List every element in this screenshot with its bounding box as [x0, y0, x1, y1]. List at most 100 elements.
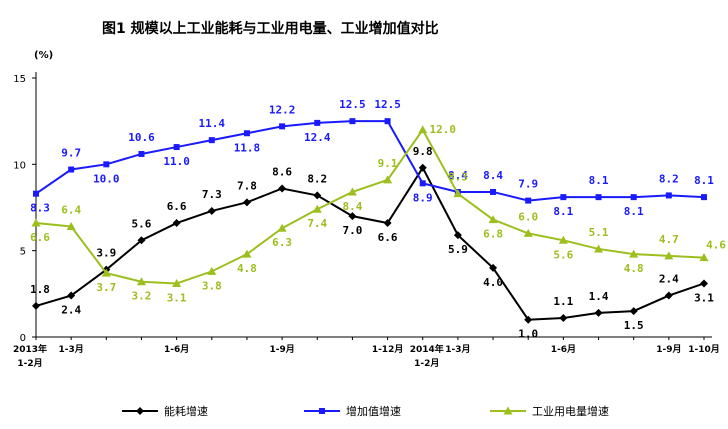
- data-label-electricity: 8.3: [448, 171, 468, 184]
- data-point: [503, 406, 513, 415]
- data-point: [173, 144, 180, 151]
- x-tick-label: 1-6月: [164, 344, 189, 355]
- x-tick-label-secondary: 1-2月: [17, 358, 42, 369]
- axes: [35, 72, 712, 338]
- data-point: [418, 163, 427, 172]
- data-label-energy: 8.2: [307, 172, 327, 185]
- data-point: [418, 125, 428, 134]
- data-label-value_added: 11.4: [199, 117, 226, 130]
- data-point: [453, 189, 463, 198]
- data-label-value_added: 8.4: [448, 169, 468, 182]
- data-label-value_added: 7.9: [518, 178, 538, 191]
- series-line-value_added: [35, 120, 705, 202]
- data-label-electricity: 6.6: [30, 231, 50, 244]
- data-point: [699, 253, 709, 262]
- data-label-electricity: 4.6: [706, 239, 726, 252]
- legend-item-electricity: 工业用电量增速: [490, 404, 609, 418]
- data-label-energy: 6.6: [378, 231, 398, 244]
- data-point: [33, 190, 39, 197]
- data-label-value_added: 8.4: [483, 169, 503, 182]
- data-label-energy: 9.8: [413, 145, 433, 158]
- data-label-value_added: 8.1: [589, 174, 609, 187]
- data-label-electricity: 8.4: [342, 200, 362, 213]
- x-tick-label: 1-9月: [269, 344, 294, 355]
- data-label-value_added: 12.5: [339, 98, 366, 111]
- data-label-electricity: 3.8: [202, 279, 222, 292]
- y-tick-label: 10: [13, 160, 26, 171]
- legend-label: 工业用电量增速: [532, 404, 609, 418]
- data-label-energy: 5.9: [448, 243, 468, 256]
- data-label-value_added: 8.1: [694, 174, 714, 187]
- x-tick-label: 1-3月: [59, 344, 84, 355]
- legend-label: 能耗增速: [164, 404, 208, 418]
- y-axis-unit: (%): [34, 50, 53, 61]
- data-label-electricity: 3.2: [132, 290, 152, 303]
- data-point: [31, 218, 41, 227]
- data-point: [629, 249, 639, 258]
- data-label-value_added: 8.1: [553, 205, 573, 218]
- data-point: [488, 215, 498, 224]
- data-label-electricity: 6.3: [272, 236, 292, 249]
- data-label-energy: 1.4: [589, 290, 609, 303]
- data-label-electricity: 3.1: [167, 291, 187, 304]
- data-label-energy: 7.8: [237, 179, 257, 192]
- data-point: [525, 197, 532, 204]
- data-point: [489, 263, 498, 272]
- data-point: [523, 228, 533, 237]
- series-electricity: [31, 125, 709, 287]
- data-point: [313, 191, 322, 200]
- legend-item-value_added: 增加值增速: [304, 404, 401, 418]
- chart-title: 图1 规模以上工业能耗与工业用电量、工业增加值对比: [102, 20, 439, 37]
- data-point: [594, 308, 603, 317]
- data-label-energy: 7.3: [202, 188, 222, 201]
- y-tick-label: 15: [13, 74, 26, 85]
- y-tick-label: 0: [20, 333, 26, 344]
- data-point: [558, 235, 568, 244]
- data-label-value_added: 8.2: [659, 172, 679, 185]
- data-point: [664, 291, 673, 300]
- data-point: [138, 150, 145, 157]
- data-label-energy: 3.9: [96, 247, 116, 260]
- data-label-value_added: 11.8: [234, 141, 261, 154]
- data-point: [207, 266, 217, 275]
- data-label-value_added: 10.0: [93, 172, 120, 185]
- data-point: [172, 278, 182, 287]
- data-point: [279, 123, 286, 130]
- data-point: [383, 175, 393, 184]
- data-point: [136, 407, 144, 415]
- data-label-electricity: 6.8: [483, 228, 503, 241]
- series-line-electricity: [35, 127, 705, 285]
- data-label-energy: 2.4: [659, 273, 679, 286]
- data-label-electricity: 6.4: [61, 203, 81, 216]
- data-label-energy: 2.4: [61, 304, 81, 317]
- data-label-energy: 8.6: [272, 166, 292, 179]
- data-point: [419, 180, 426, 187]
- data-point: [68, 166, 75, 173]
- legend-label: 增加值增速: [346, 404, 401, 418]
- data-point: [348, 212, 357, 221]
- x-tick-label: 2014年: [410, 343, 444, 355]
- data-label-energy: 4.0: [483, 276, 503, 289]
- data-label-value_added: 8.3: [30, 202, 50, 215]
- x-tick-label: 1-9月: [656, 344, 681, 355]
- data-label-value_added: 12.5: [374, 98, 401, 111]
- x-tick-label: 1-6月: [551, 344, 576, 355]
- data-labels: 1.8 2.4 3.9 5.6 6.6 7.3 7.8 8.6 8.2 7.0 6.6 9.8 5.9 4…: [30, 98, 726, 341]
- data-label-energy: 5.6: [132, 217, 152, 230]
- data-label-energy: 6.6: [167, 200, 187, 213]
- data-point: [559, 314, 568, 323]
- data-label-electricity: 3.7: [96, 281, 116, 294]
- data-label-value_added: 10.6: [128, 131, 155, 144]
- data-point: [277, 223, 287, 232]
- data-label-electricity: 4.8: [237, 262, 257, 275]
- data-label-value_added: 9.7: [61, 147, 81, 160]
- data-point: [383, 219, 392, 228]
- data-label-value_added: 12.2: [269, 103, 296, 116]
- x-tick-label: 1-10月: [688, 344, 720, 355]
- data-point: [137, 236, 146, 245]
- data-point: [700, 279, 708, 288]
- series-group: [31, 118, 709, 324]
- data-point: [101, 268, 111, 277]
- data-label-value_added: 8.9: [413, 191, 433, 204]
